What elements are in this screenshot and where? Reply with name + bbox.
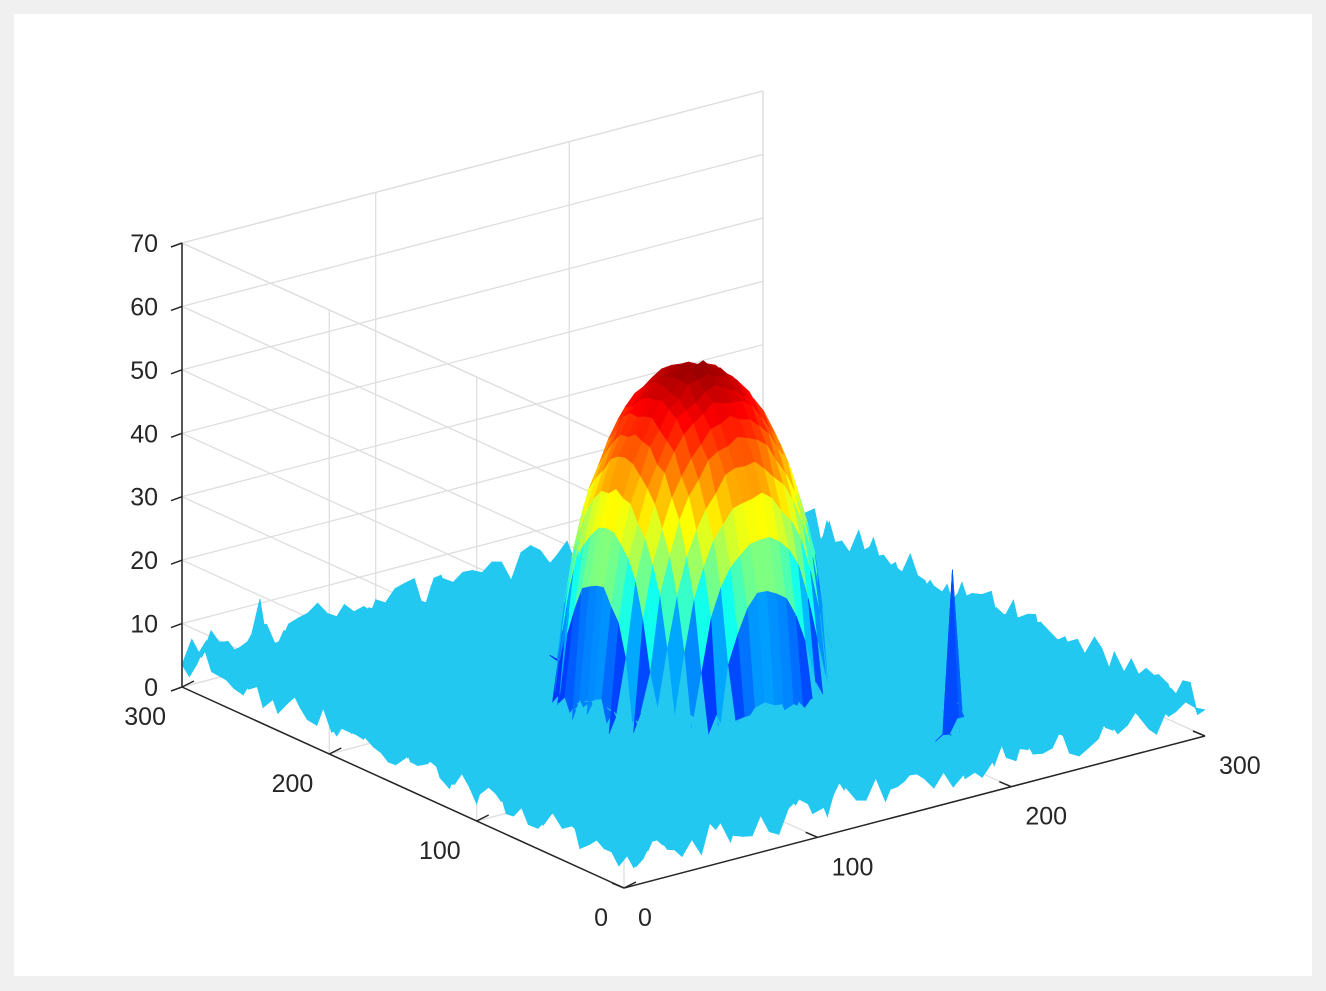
x-tick-label: 100 (832, 853, 874, 881)
y-tick-label: 200 (272, 770, 314, 798)
x-axis-line (623, 735, 1206, 889)
z-tick-label: 70 (130, 230, 158, 258)
z-tick-mark (170, 305, 183, 312)
z-tick-label: 40 (130, 420, 158, 448)
x-tick-mark (805, 831, 818, 839)
z-tick-mark (170, 369, 183, 375)
y-tick-mark (623, 881, 637, 889)
z-tick-label: 10 (130, 611, 158, 639)
y-tick-mark (181, 680, 195, 688)
z-tick-mark (170, 242, 183, 248)
axis-lines (181, 243, 1206, 889)
y-axis-line (181, 686, 625, 889)
x-tick-label: 0 (638, 904, 652, 932)
z-tick-label: 60 (130, 293, 158, 321)
z-tick-mark (170, 686, 183, 692)
x-tick-mark (1192, 730, 1206, 737)
y-tick-mark (328, 747, 342, 755)
z-tick-label: 0 (144, 674, 158, 702)
x-tick-label: 200 (1025, 803, 1067, 831)
surface-mesh[interactable] (181, 360, 1206, 869)
x-tick-mark (611, 882, 625, 889)
z-tick-label: 50 (130, 357, 158, 385)
y-tick-label: 0 (594, 904, 608, 932)
z-tick-label: 20 (130, 547, 158, 575)
z-tick-mark (170, 432, 183, 438)
z-tick-label: 30 (130, 484, 158, 512)
z-tick-mark (170, 559, 183, 565)
x-tick-label: 300 (1219, 752, 1261, 780)
y-tick-label: 300 (124, 703, 166, 731)
z-tick-mark (170, 496, 183, 502)
z-tick-mark (170, 622, 183, 629)
x-tick-mark (999, 780, 1012, 788)
surface-face[interactable] (1187, 685, 1206, 716)
y-tick-mark (476, 814, 490, 822)
y-tick-label: 100 (419, 837, 461, 865)
